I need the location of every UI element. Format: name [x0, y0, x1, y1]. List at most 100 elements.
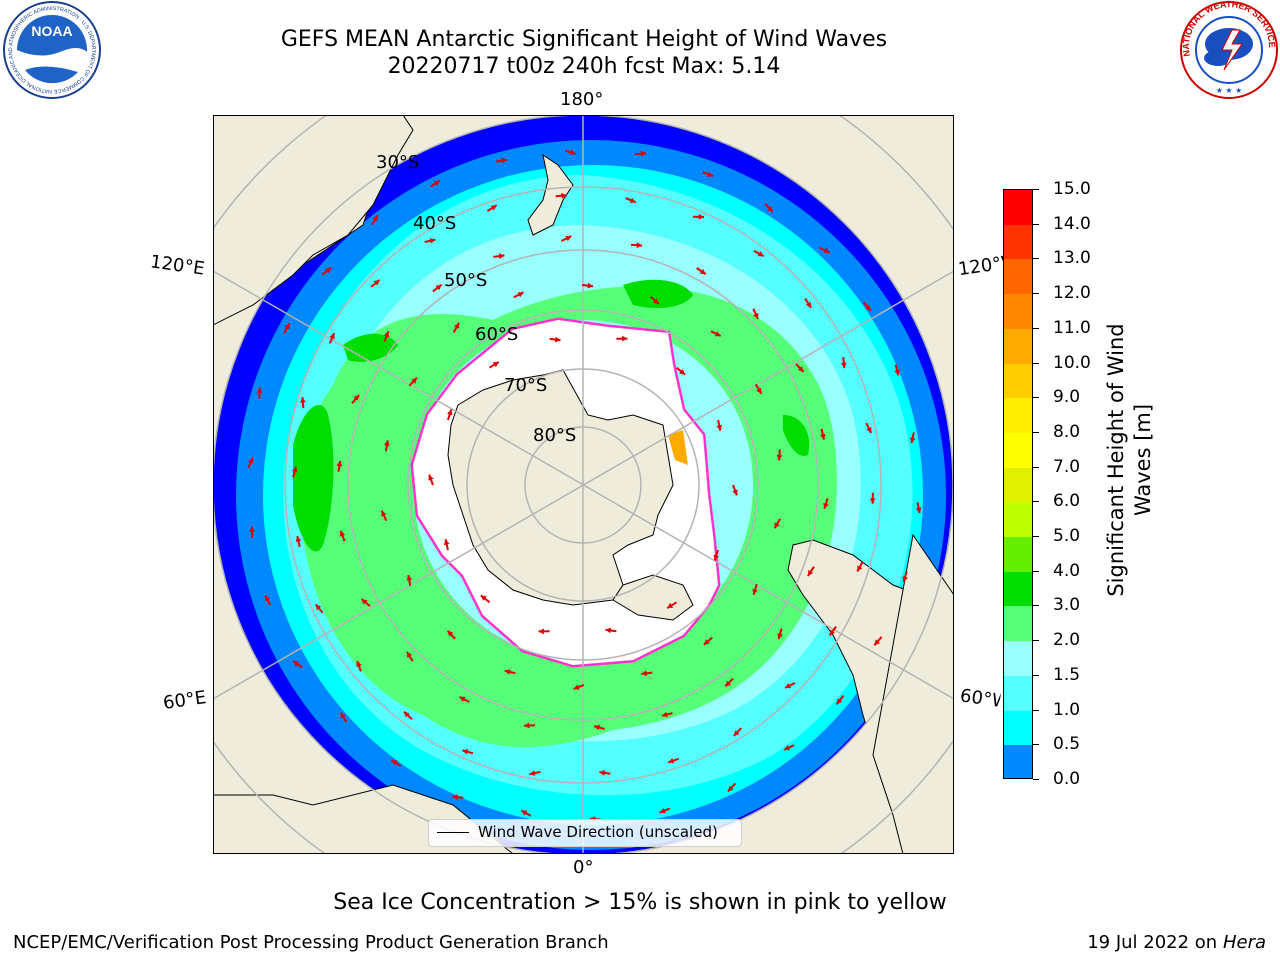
- wave-direction-arrowhead: [767, 206, 773, 212]
- wave-direction-arrowhead: [329, 333, 335, 340]
- colorbar-tick: [1033, 536, 1039, 538]
- wave-direction-arrowhead: [865, 304, 871, 311]
- wave-direction-arrowhead: [501, 157, 507, 164]
- wave-direction-arrowhead: [902, 576, 908, 583]
- colorbar-label-line1: Significant Height of Wind: [1104, 323, 1128, 597]
- colorbar-tick: [1033, 293, 1039, 295]
- wave-direction-arrowhead: [248, 457, 254, 464]
- wave-direction-arrowhead: [454, 322, 460, 329]
- wave-direction-arrowhead: [636, 242, 642, 249]
- colorbar-tick-label: 13.0: [1053, 248, 1091, 269]
- wave-direction-arrowhead: [325, 267, 332, 274]
- wave-direction-arrowhead: [480, 595, 487, 601]
- colorbar-tick-label: 12.0: [1053, 283, 1091, 304]
- lon-label-180: 180°: [560, 89, 604, 110]
- wave-direction-arrowhead: [776, 454, 783, 461]
- wave-direction-arrowhead: [565, 235, 572, 242]
- wave-direction-arrowhead: [265, 595, 271, 602]
- wave-direction-arrowhead: [340, 712, 346, 719]
- colorbar-tick-label: 2.0: [1053, 630, 1081, 651]
- colorbar-tick: [1033, 744, 1039, 746]
- wave-direction-arrowhead: [391, 760, 398, 766]
- colorbar-segment: [1004, 294, 1032, 330]
- colorbar-tick-label: 14.0: [1053, 213, 1091, 234]
- colorbar-label: Significant Height of Wind Waves [m]: [1100, 250, 1160, 670]
- colorbar-segment: [1004, 328, 1032, 365]
- wave-direction-arrowhead: [756, 387, 762, 394]
- colorbar-tick: [1033, 189, 1039, 190]
- wave-direction-arrowhead: [713, 554, 719, 561]
- lat-label-50s: 50°S: [444, 270, 488, 291]
- wave-direction-arrowhead: [361, 599, 368, 605]
- higher-wave-patch-west: [293, 405, 334, 552]
- wave-direction-arrowhead: [300, 397, 306, 403]
- wave-direction-arrowhead: [403, 711, 410, 718]
- wave-direction-arrowhead: [823, 247, 830, 253]
- wave-direction-arrowhead: [757, 251, 764, 257]
- wave-direction-arrowhead: [284, 323, 290, 330]
- wave-direction-arrowhead: [805, 301, 812, 308]
- colorbar-segment: [1004, 675, 1032, 712]
- colorbar-tick: [1033, 431, 1039, 433]
- wave-direction-arrowhead: [498, 253, 505, 259]
- wave-direction-arrowhead: [752, 588, 758, 595]
- lon-label-60w: 60°W: [958, 685, 1002, 712]
- wave-direction-arrowhead: [699, 268, 706, 275]
- lon-label-60e: 60°E: [161, 687, 208, 714]
- wave-direction-arrowhead: [443, 539, 450, 546]
- wave-direction-arrowhead: [492, 361, 499, 368]
- wave-direction-arrowhead: [915, 507, 922, 514]
- colorbar-segment: [1004, 224, 1032, 261]
- noaa-logo: NOAA NATIONAL OCEANIC AND ATMOSPHERIC AD…: [3, 1, 101, 99]
- wave-direction-arrowhead: [587, 282, 593, 289]
- wave-direction-arrowhead: [256, 387, 263, 393]
- colorbar-tick-label: 6.0: [1053, 491, 1081, 512]
- wave-direction-arrowhead: [823, 503, 829, 509]
- footer-host: Hera: [1222, 932, 1266, 953]
- higher-wave-patch-north: [623, 279, 693, 308]
- lon-label-0: 0°: [573, 857, 594, 878]
- wave-direction-arrowhead: [866, 427, 872, 433]
- colorbar-tick: [1033, 258, 1039, 260]
- lat-label-70s: 70°S: [504, 375, 548, 396]
- colorbar-tick: [1033, 501, 1039, 503]
- wave-direction-arrowhead: [605, 627, 612, 634]
- wave-direction-arrowhead: [707, 171, 714, 177]
- colorbar-tick-label: 9.0: [1053, 387, 1081, 408]
- colorbar-segment: [1004, 606, 1032, 643]
- colorbar-tick: [1033, 640, 1039, 642]
- wave-direction-arrowhead: [459, 696, 466, 702]
- wave-direction-arrowhead: [640, 150, 647, 157]
- wave-direction-arrowhead: [429, 238, 436, 244]
- colorbar-tick-label: 1.5: [1053, 664, 1081, 685]
- wave-direction-arrowhead: [725, 680, 732, 687]
- colorbar-segment: [1004, 190, 1032, 226]
- noaa-logo-text: NOAA: [31, 23, 72, 39]
- colorbar-tick-label: 5.0: [1053, 526, 1081, 547]
- colorbar-segment: [1004, 432, 1032, 469]
- lon-label-120e: 120°E: [148, 251, 206, 280]
- lat-label-40s: 40°S: [413, 213, 457, 234]
- antarctica: [447, 369, 674, 606]
- wave-direction-arrowhead: [727, 785, 734, 792]
- wave-direction-arrowhead: [336, 460, 343, 467]
- wave-direction-arrowhead: [452, 794, 458, 800]
- colorbar-segment: [1004, 398, 1032, 434]
- map-legend: Wind Wave Direction (unscaled): [428, 819, 742, 847]
- wave-direction-arrowhead: [909, 437, 916, 444]
- wave-direction-arrowhead: [291, 466, 298, 473]
- wave-direction-arrowhead: [594, 724, 600, 731]
- colorbar-tick: [1033, 570, 1039, 572]
- wave-direction-arrowhead: [435, 284, 442, 291]
- wave-direction-arrowhead: [841, 362, 847, 369]
- colorbar-tick: [1033, 466, 1039, 468]
- wave-direction-arrowhead: [661, 711, 668, 718]
- legend-line-sample: [437, 832, 469, 833]
- wave-direction-arrowhead: [732, 489, 738, 496]
- colorbar-tick-label: 3.0: [1053, 595, 1081, 616]
- wave-direction-arrowhead: [353, 394, 360, 401]
- wave-direction-arrowhead: [667, 602, 674, 609]
- wave-direction-arrowhead: [569, 149, 576, 155]
- footer-date: 19 Jul 2022 on Hera: [1087, 932, 1266, 953]
- wave-direction-arrowhead: [774, 522, 780, 529]
